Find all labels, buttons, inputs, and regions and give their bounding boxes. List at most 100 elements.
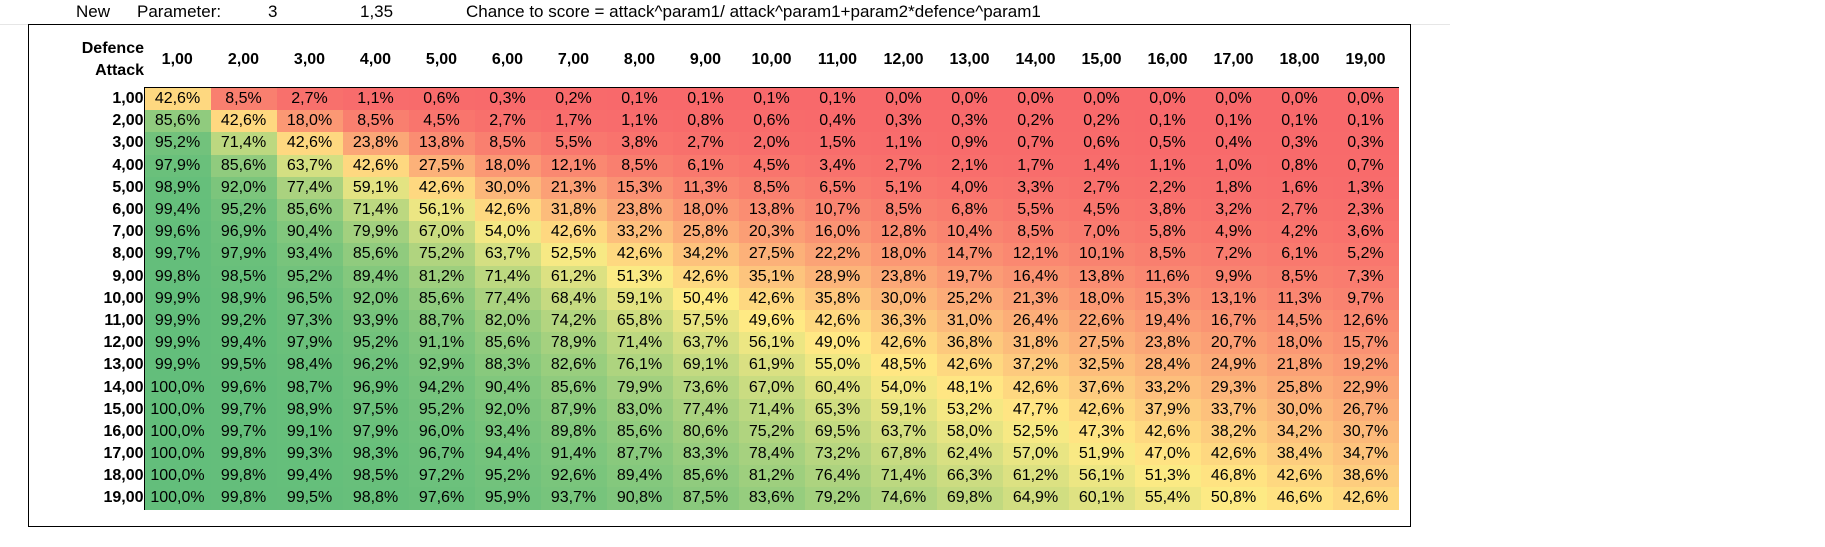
table-cell[interactable]: 52,5% xyxy=(540,243,607,266)
table-cell[interactable]: 37,6% xyxy=(1068,376,1135,399)
table-cell[interactable]: 2,3% xyxy=(1332,198,1399,222)
table-cell[interactable]: 47,0% xyxy=(1134,443,1201,466)
row-header[interactable]: 18,00 xyxy=(103,467,144,485)
table-cell[interactable]: 2,7% xyxy=(1068,176,1135,199)
column-header[interactable]: 10,00 xyxy=(751,51,792,68)
table-cell[interactable]: 91,4% xyxy=(540,443,607,466)
param2-value[interactable]: 1,35 xyxy=(360,2,394,21)
table-cell[interactable]: 98,8% xyxy=(342,487,409,510)
table-cell[interactable]: 2,7% xyxy=(672,132,739,155)
table-cell[interactable]: 8,5% xyxy=(606,154,673,177)
table-cell[interactable]: 100,0% xyxy=(143,465,211,488)
table-cell[interactable]: 8,5% xyxy=(1002,221,1069,244)
table-cell[interactable]: 98,9% xyxy=(143,176,211,199)
table-cell[interactable]: 18,0% xyxy=(870,243,937,266)
table-cell[interactable]: 60,4% xyxy=(804,376,871,399)
table-cell[interactable]: 89,4% xyxy=(606,465,673,488)
table-cell[interactable]: 97,5% xyxy=(342,398,409,421)
table-cell[interactable]: 18,0% xyxy=(1068,287,1135,310)
table-cell[interactable]: 99,8% xyxy=(210,443,277,466)
table-cell[interactable]: 0,4% xyxy=(1200,132,1267,155)
table-cell[interactable]: 66,3% xyxy=(936,465,1003,488)
table-cell[interactable]: 99,8% xyxy=(143,265,211,288)
table-cell[interactable]: 90,4% xyxy=(276,221,343,244)
table-cell[interactable]: 71,4% xyxy=(342,198,409,222)
table-cell[interactable]: 3,6% xyxy=(1332,221,1399,244)
table-cell[interactable]: 9,9% xyxy=(1200,265,1267,288)
table-cell[interactable]: 30,7% xyxy=(1332,420,1399,443)
row-header[interactable]: 19,00 xyxy=(103,489,144,507)
table-cell[interactable]: 85,6% xyxy=(672,465,739,488)
table-cell[interactable]: 42,6% xyxy=(210,110,277,133)
table-cell[interactable]: 8,5% xyxy=(210,87,277,111)
table-cell[interactable]: 95,2% xyxy=(210,198,277,222)
table-cell[interactable]: 65,3% xyxy=(804,398,871,421)
table-cell[interactable]: 42,6% xyxy=(804,309,871,333)
table-cell[interactable]: 87,7% xyxy=(606,443,673,466)
row-header[interactable]: 17,00 xyxy=(103,445,144,463)
table-cell[interactable]: 42,6% xyxy=(408,176,475,199)
table-cell[interactable]: 74,6% xyxy=(870,487,937,510)
table-cell[interactable]: 99,1% xyxy=(276,420,343,443)
table-cell[interactable]: 8,5% xyxy=(738,176,805,199)
table-cell[interactable]: 89,4% xyxy=(342,265,409,288)
table-cell[interactable]: 98,4% xyxy=(276,354,343,377)
table-cell[interactable]: 1,1% xyxy=(1134,154,1201,177)
table-cell[interactable]: 0,2% xyxy=(1068,110,1135,133)
table-cell[interactable]: 42,6% xyxy=(1200,443,1267,466)
row-header[interactable]: 11,00 xyxy=(104,311,144,329)
table-cell[interactable]: 71,4% xyxy=(738,398,805,421)
table-cell[interactable]: 95,9% xyxy=(474,487,541,510)
row-header[interactable]: 10,00 xyxy=(103,289,144,307)
table-cell[interactable]: 0,0% xyxy=(1332,87,1399,111)
table-cell[interactable]: 93,7% xyxy=(540,487,607,510)
table-cell[interactable]: 0,0% xyxy=(1002,87,1069,111)
table-cell[interactable]: 98,7% xyxy=(276,376,343,399)
table-cell[interactable]: 51,3% xyxy=(1134,465,1201,488)
table-cell[interactable]: 9,7% xyxy=(1332,287,1399,310)
table-cell[interactable]: 20,7% xyxy=(1200,332,1267,355)
table-cell[interactable]: 0,1% xyxy=(672,87,739,111)
table-cell[interactable]: 67,0% xyxy=(738,376,805,399)
table-cell[interactable]: 0,0% xyxy=(1200,87,1267,111)
table-cell[interactable]: 35,8% xyxy=(804,287,871,310)
table-cell[interactable]: 15,7% xyxy=(1332,332,1399,355)
table-cell[interactable]: 65,8% xyxy=(606,309,673,333)
table-cell[interactable]: 0,1% xyxy=(1332,110,1399,133)
table-cell[interactable]: 30,0% xyxy=(474,176,541,199)
table-cell[interactable]: 0,2% xyxy=(540,87,607,111)
table-cell[interactable]: 0,6% xyxy=(1068,132,1135,155)
table-cell[interactable]: 5,2% xyxy=(1332,243,1399,266)
table-cell[interactable]: 42,6% xyxy=(1068,398,1135,421)
table-cell[interactable]: 36,3% xyxy=(870,309,937,333)
column-header[interactable]: 17,00 xyxy=(1213,51,1254,68)
row-header[interactable]: 1,00 xyxy=(112,89,144,107)
row-header[interactable]: 4,00 xyxy=(112,156,144,174)
table-cell[interactable]: 0,0% xyxy=(1134,87,1201,111)
table-cell[interactable]: 99,6% xyxy=(210,376,277,399)
column-header[interactable]: 15,00 xyxy=(1081,51,1122,68)
table-cell[interactable]: 100,0% xyxy=(143,420,211,443)
table-cell[interactable]: 69,8% xyxy=(936,487,1003,510)
table-cell[interactable]: 85,6% xyxy=(606,420,673,443)
table-cell[interactable]: 1,7% xyxy=(1002,154,1069,177)
table-cell[interactable]: 79,9% xyxy=(342,221,409,244)
table-cell[interactable]: 50,4% xyxy=(672,287,739,310)
table-cell[interactable]: 99,4% xyxy=(276,465,343,488)
row-header[interactable]: 8,00 xyxy=(112,245,144,263)
table-cell[interactable]: 88,7% xyxy=(408,309,475,333)
table-cell[interactable]: 79,2% xyxy=(804,487,871,510)
table-cell[interactable]: 46,8% xyxy=(1200,465,1267,488)
table-cell[interactable]: 42,6% xyxy=(1266,465,1333,488)
table-cell[interactable]: 94,2% xyxy=(408,376,475,399)
table-cell[interactable]: 4,5% xyxy=(738,154,805,177)
column-header[interactable]: 16,00 xyxy=(1147,51,1188,68)
table-cell[interactable]: 25,2% xyxy=(936,287,1003,310)
table-cell[interactable]: 74,2% xyxy=(540,309,607,333)
table-cell[interactable]: 56,1% xyxy=(408,198,475,222)
table-cell[interactable]: 31,8% xyxy=(1002,332,1069,355)
table-cell[interactable]: 95,2% xyxy=(342,332,409,355)
table-cell[interactable]: 75,2% xyxy=(408,243,475,266)
table-cell[interactable]: 64,9% xyxy=(1002,487,1069,510)
table-cell[interactable]: 75,2% xyxy=(738,420,805,443)
